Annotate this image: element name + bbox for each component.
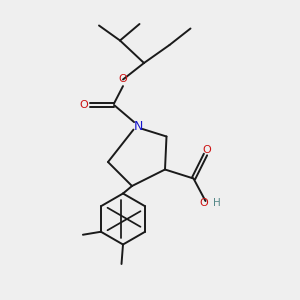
Text: O: O [202,145,211,155]
Text: H: H [213,197,221,208]
Text: N: N [133,119,143,133]
Text: O: O [79,100,88,110]
Text: O: O [200,197,208,208]
Text: O: O [118,74,127,85]
